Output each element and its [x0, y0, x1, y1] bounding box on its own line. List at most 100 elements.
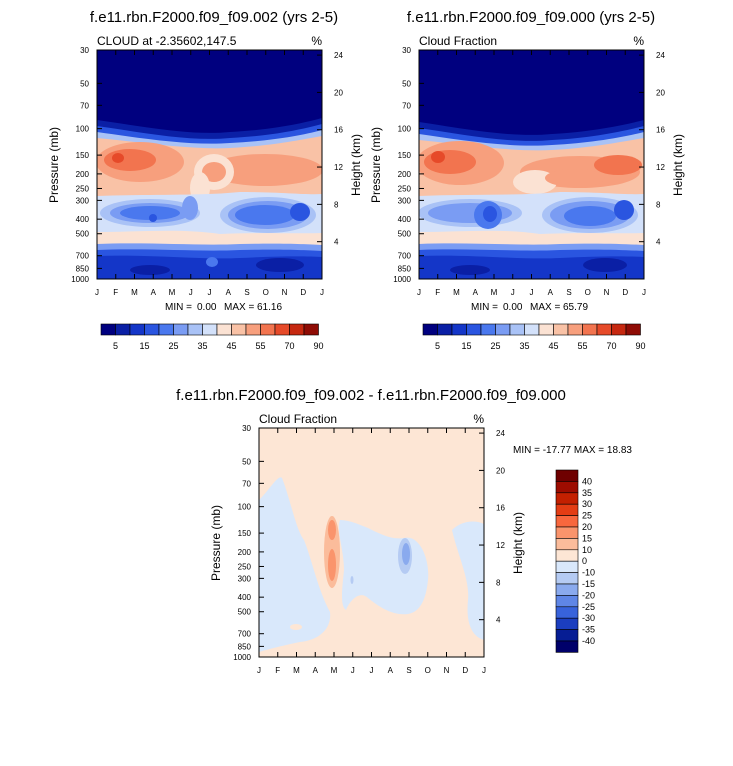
colorbar-swatch	[611, 323, 627, 336]
colorbar-swatch	[144, 323, 160, 336]
month-label: J	[417, 288, 421, 297]
colorbar-label: 20	[582, 522, 592, 532]
panel-1-colorbar: 5 15 25 35 45 55 70 90	[100, 323, 324, 351]
panel-3-axes: 30 50 70 100 150 200 250 300 400 500 700 850 1000 24…	[233, 424, 505, 675]
colorbar-swatch	[524, 323, 540, 336]
month-label: J	[208, 288, 212, 297]
colorbar-label: -20	[582, 590, 595, 600]
colorbar-swatch	[100, 323, 116, 336]
panel-3: f.e11.rbn.F2000.f09_f09.002 - f.e11.rbn.…	[176, 387, 632, 675]
colorbar-swatch	[466, 323, 482, 336]
pressure-tick-label: 700	[398, 252, 412, 261]
panel-2-colorbar: 5 15 25 35 45 55 70 90	[422, 323, 646, 351]
month-label: J	[482, 666, 486, 675]
colorbar-label: 90	[635, 341, 645, 351]
panel-2-title: f.e11.rbn.F2000.f09_f09.000 (yrs 2-5)	[407, 9, 655, 26]
pressure-tick-label: 70	[80, 101, 89, 110]
pressure-tick-label: 700	[238, 630, 252, 639]
colorbar-swatch	[245, 323, 261, 336]
colorbar-swatch	[596, 323, 612, 336]
pressure-tick-label: 500	[398, 230, 412, 239]
panel-3-title: f.e11.rbn.F2000.f09_f09.002 - f.e11.rbn.…	[176, 387, 566, 404]
colorbar-label: 45	[226, 341, 236, 351]
panel-1-axes: 30 50 70 100 150 200 250 300 400 500 700 850 1000 24…	[71, 46, 343, 297]
pressure-tick-label: 500	[76, 230, 90, 239]
height-tick-label: 20	[656, 88, 665, 97]
colorbar-label: 5	[435, 341, 440, 351]
pressure-tick-label: 30	[80, 46, 89, 55]
pressure-tick-label: 200	[398, 170, 412, 179]
panel-3-field	[259, 428, 484, 657]
colorbar-label: 55	[255, 341, 265, 351]
pressure-tick-label: 850	[238, 642, 252, 651]
colorbar-swatch	[555, 526, 579, 539]
month-label: O	[425, 666, 431, 675]
height-tick-label: 16	[496, 504, 505, 513]
month-label: D	[622, 288, 628, 297]
month-label: J	[511, 288, 515, 297]
height-tick-label: 8	[334, 200, 339, 209]
panel-2-min: 0.00	[503, 302, 523, 313]
colorbar-swatch	[582, 323, 598, 336]
month-label: A	[226, 288, 232, 297]
colorbar-label: -25	[582, 602, 595, 612]
month-label: D	[462, 666, 468, 675]
panel-1-title: f.e11.rbn.F2000.f09_f09.002 (yrs 2-5)	[90, 9, 338, 26]
pressure-tick-label: 200	[76, 170, 90, 179]
height-tick-label: 8	[496, 578, 501, 587]
month-label: J	[320, 288, 324, 297]
height-tick-label: 4	[334, 238, 339, 247]
panel-2-min-label: MIN =	[471, 302, 498, 313]
colorbar-swatch	[555, 469, 579, 482]
colorbar-swatch	[115, 323, 131, 336]
colorbar-label: 55	[577, 341, 587, 351]
height-tick-label: 12	[656, 163, 665, 172]
panel-2-ylabel-right: Height (km)	[671, 134, 685, 196]
panel-1-max: 61.16	[257, 302, 282, 313]
pressure-tick-label: 50	[402, 79, 411, 88]
colorbar-label: 90	[313, 341, 323, 351]
month-label: O	[585, 288, 591, 297]
month-label: D	[300, 288, 306, 297]
colorbar-label: 25	[490, 341, 500, 351]
colorbar-swatch	[555, 595, 579, 608]
colorbar-label: -15	[582, 579, 595, 589]
month-label: M	[453, 288, 460, 297]
colorbar-swatch	[555, 538, 579, 551]
colorbar-label: 25	[582, 511, 592, 521]
colorbar-swatch	[158, 323, 174, 336]
colorbar-label: 10	[582, 545, 592, 555]
pressure-tick-label: 30	[402, 46, 411, 55]
pressure-tick-label: 850	[398, 264, 412, 273]
pressure-tick-label: 400	[238, 593, 252, 602]
colorbar-label: -10	[582, 568, 595, 578]
pressure-tick-label: 300	[238, 574, 252, 583]
height-tick-label: 4	[656, 238, 661, 247]
colorbar-label: 30	[582, 499, 592, 509]
pressure-tick-label: 150	[398, 151, 412, 160]
height-tick-label: 24	[656, 51, 665, 60]
panel-3-ylabel-right: Height (km)	[511, 512, 525, 574]
panel-3-ylabel: Pressure (mb)	[209, 505, 223, 581]
panel-1-units: %	[311, 34, 322, 48]
month-label: J	[351, 666, 355, 675]
pressure-tick-label: 100	[238, 503, 252, 512]
colorbar-swatch	[555, 492, 579, 505]
height-tick-label: 20	[334, 88, 343, 97]
height-tick-label: 8	[656, 200, 661, 209]
colorbar-label: 5	[113, 341, 118, 351]
colorbar-swatch	[187, 323, 203, 336]
month-label: M	[331, 666, 338, 675]
pressure-tick-label: 50	[80, 79, 89, 88]
panel-2: f.e11.rbn.F2000.f09_f09.000 (yrs 2-5) Cl…	[369, 9, 685, 351]
month-label: N	[444, 666, 450, 675]
pressure-tick-label: 250	[238, 562, 252, 571]
pressure-tick-label: 150	[238, 529, 252, 538]
panel-1-min-label: MIN =	[165, 302, 192, 313]
pressure-tick-label: 50	[242, 457, 251, 466]
height-tick-label: 24	[496, 429, 505, 438]
colorbar-swatch	[289, 323, 305, 336]
height-tick-label: 16	[656, 126, 665, 135]
month-label: J	[370, 666, 374, 675]
